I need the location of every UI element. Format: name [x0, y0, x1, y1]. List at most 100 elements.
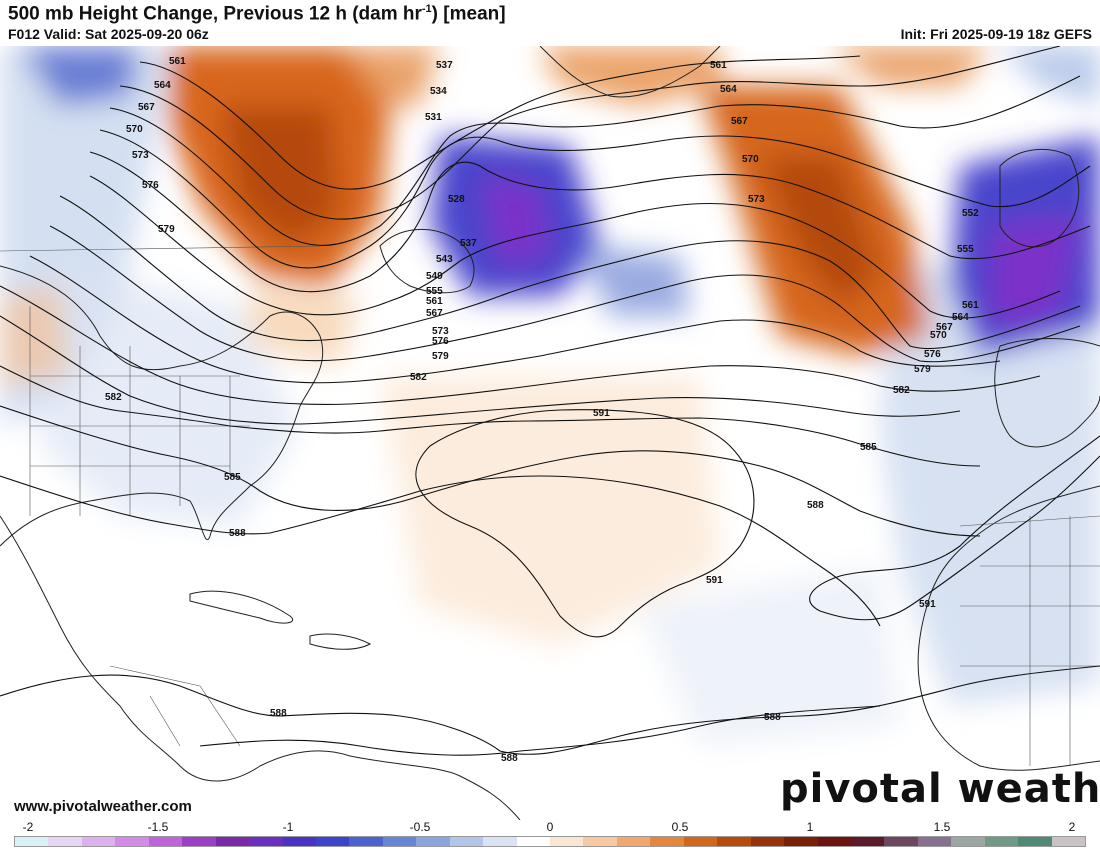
contour-label: 531 — [425, 112, 442, 123]
contour-label: 567 — [731, 116, 748, 127]
contour-label: 579 — [158, 224, 175, 235]
colorbar-swatch — [516, 837, 550, 846]
contour-label: 567 — [936, 322, 953, 333]
colorbar-swatch — [550, 837, 584, 846]
colorbar-swatch — [650, 837, 684, 846]
contour-label: 555 — [957, 244, 974, 255]
colorbar-swatch — [215, 837, 250, 846]
website-url: www.pivotalweather.com — [14, 798, 192, 815]
map-header: 500 mb Height Change, Previous 12 h (dam… — [0, 0, 1100, 46]
colorbar-tick: 0 — [546, 820, 554, 834]
contour-label: 579 — [432, 351, 449, 362]
colorbar-swatch — [282, 837, 316, 846]
contour-label: 588 — [501, 753, 518, 764]
colorbar-swatch — [750, 837, 785, 846]
colorbar-swatch — [315, 837, 350, 846]
map-title: 500 mb Height Change, Previous 12 h (dam… — [8, 3, 506, 25]
coastlines — [0, 46, 1100, 820]
political-borders — [0, 245, 1100, 766]
contour-label: 543 — [436, 254, 453, 265]
contour-label: 561 — [426, 296, 443, 307]
colorbar-swatch — [148, 837, 183, 846]
colorbar-strip — [14, 836, 1086, 847]
colorbar-tick: 2 — [1068, 820, 1076, 834]
colorbar-swatch — [182, 837, 216, 846]
contour-label: 576 — [924, 349, 941, 360]
colorbar-swatch — [951, 837, 985, 846]
contour-label: 588 — [229, 528, 246, 539]
colorbar-swatch — [583, 837, 617, 846]
contour-labels: 561 564 567 570 573 576 579 582 585 588 … — [105, 56, 979, 764]
pivotal-weather-logo: pivotal weather — [780, 766, 1100, 812]
map-canvas: 561 564 567 570 573 576 579 582 585 588 … — [0, 46, 1100, 820]
contour-label: 570 — [742, 154, 759, 165]
contour-label: 567 — [426, 308, 443, 319]
colorbar-tick: -2 — [22, 820, 34, 834]
contour-label: 573 — [132, 150, 149, 161]
contour-label: 588 — [807, 500, 824, 511]
colorbar-swatch — [884, 837, 918, 846]
init-time: Init: Fri 2025-09-19 18z GEFS — [900, 26, 1092, 42]
contour-label: 582 — [410, 372, 427, 383]
colorbar-swatch — [115, 837, 149, 846]
valid-time: F012 Valid: Sat 2025-09-20 06z — [8, 26, 209, 42]
colorbar-swatch — [1018, 837, 1052, 846]
contour-label: 564 — [154, 80, 171, 91]
contour-label: 561 — [169, 56, 186, 67]
height-contours — [0, 46, 1100, 756]
height-change-shading — [0, 46, 1100, 746]
colorbar-legend: -2 -1.5 -1 -0.5 0 0.5 1 1.5 2 — [14, 820, 1086, 850]
contour-label: 534 — [430, 86, 447, 97]
contour-label: 579 — [914, 364, 931, 375]
contour-label: 582 — [893, 385, 910, 396]
contour-label: 561 — [962, 300, 979, 311]
colorbar-swatch — [683, 837, 718, 846]
contour-label: 570 — [930, 330, 947, 341]
colorbar-swatch — [416, 837, 450, 846]
colorbar-swatch — [483, 837, 517, 846]
title-text: 500 mb Height Change, Previous 12 h (dam… — [8, 3, 422, 25]
contour-label: 561 — [710, 60, 727, 71]
colorbar-swatch — [984, 837, 1019, 846]
contour-label: 582 — [105, 392, 122, 403]
colorbar-tick: 0.5 — [671, 820, 689, 834]
contour-label: 591 — [706, 575, 723, 586]
colorbar-tick: 1.5 — [933, 820, 951, 834]
colorbar-swatch — [616, 837, 651, 846]
contour-label: 555 — [426, 286, 443, 297]
contour-label: 573 — [748, 194, 765, 205]
contour-label: 564 — [720, 84, 737, 95]
contour-label: 549 — [426, 271, 443, 282]
colorbar-swatch — [81, 837, 116, 846]
colorbar-tick: -1.5 — [147, 820, 169, 834]
colorbar-swatch — [717, 837, 751, 846]
contour-label: 537 — [436, 60, 453, 71]
contour-label: 552 — [962, 208, 979, 219]
contour-label: 576 — [432, 336, 449, 347]
colorbar-swatch — [249, 837, 283, 846]
forecast-map: 561 564 567 570 573 576 579 582 585 588 … — [0, 46, 1100, 820]
contour-label: 588 — [764, 712, 781, 723]
contour-label: 588 — [270, 708, 287, 719]
title-superscript: -1 — [421, 3, 432, 15]
colorbar-swatch — [917, 837, 952, 846]
colorbar-swatch — [817, 837, 851, 846]
contour-label: 585 — [224, 472, 241, 483]
colorbar-swatch — [15, 837, 49, 846]
colorbar-tick: 1 — [806, 820, 814, 834]
contour-label: 564 — [952, 312, 969, 323]
contour-label: 567 — [138, 102, 155, 113]
contour-label: 537 — [460, 238, 477, 249]
colorbar-tick: -0.5 — [409, 820, 431, 834]
colorbar-swatch — [349, 837, 383, 846]
contour-label: 591 — [919, 599, 936, 610]
contour-label: 585 — [860, 442, 877, 453]
contour-label: 576 — [142, 180, 159, 191]
colorbar-swatch — [784, 837, 818, 846]
contour-label: 528 — [448, 194, 465, 205]
title-suffix: ) [mean] — [431, 3, 506, 25]
colorbar-swatch — [382, 837, 417, 846]
contour-label: 591 — [593, 408, 610, 419]
contour-label: 570 — [126, 124, 143, 135]
colorbar-swatch — [1051, 837, 1085, 846]
